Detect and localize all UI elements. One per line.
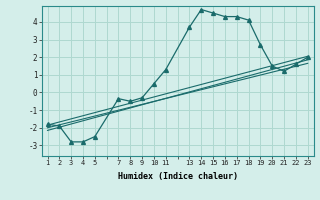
X-axis label: Humidex (Indice chaleur): Humidex (Indice chaleur) [118,172,237,181]
